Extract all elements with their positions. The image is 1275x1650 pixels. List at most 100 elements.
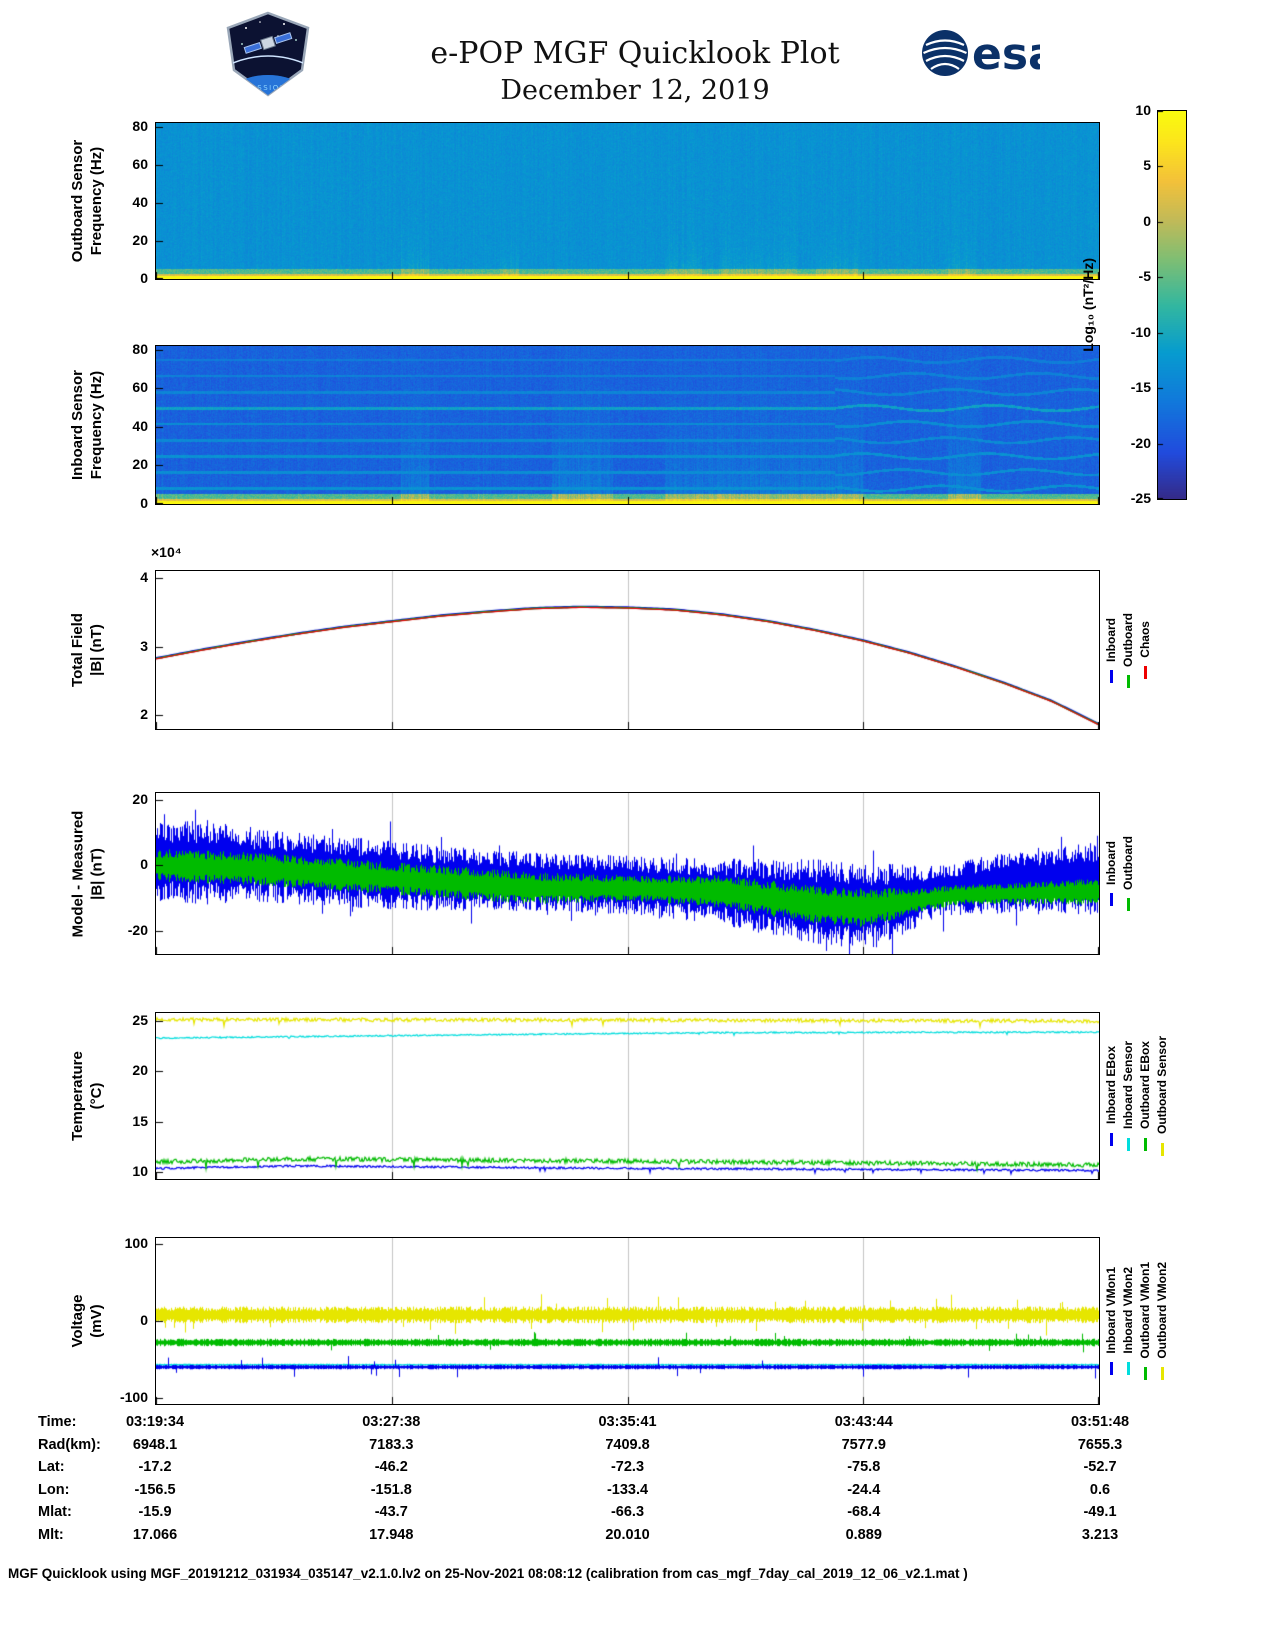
y-tick-label: 80 bbox=[132, 340, 148, 357]
ephemeris-value: 03:51:48 bbox=[1070, 1414, 1130, 1430]
y-tick-label: 100 bbox=[124, 1235, 148, 1252]
ephemeris-value: -151.8 bbox=[370, 1481, 412, 1498]
colorbar-tick-label: -10 bbox=[1130, 323, 1151, 340]
ephemeris-value: -75.8 bbox=[847, 1459, 881, 1475]
y-axis-label-temperature: Temperature (°C) bbox=[69, 1051, 105, 1141]
ephemeris-value: 20.010 bbox=[605, 1526, 650, 1543]
ephemeris-value: -17.2 bbox=[138, 1459, 172, 1475]
y-tick-label: 80 bbox=[132, 117, 148, 134]
legend-entry-label: Inboard EBox bbox=[1104, 1046, 1118, 1125]
legend-entry: Outboard Sensor bbox=[1155, 1012, 1169, 1180]
ephemeris-value: 7655.3 bbox=[1077, 1436, 1123, 1453]
outboard-spectrogram-canvas bbox=[156, 123, 1099, 279]
y-tick-label: 25 bbox=[132, 1012, 148, 1029]
colorbar-tick-label: -25 bbox=[1130, 490, 1151, 506]
ephemeris-value: 03:19:34 bbox=[125, 1414, 185, 1430]
ephemeris-value: 0.6 bbox=[1089, 1481, 1111, 1498]
legend-color-sample bbox=[1143, 665, 1147, 679]
temperature-panel bbox=[155, 1012, 1100, 1180]
ephemeris-value: -72.3 bbox=[610, 1459, 645, 1475]
colorbar-tick-label: 10 bbox=[1135, 102, 1151, 118]
ephemeris-value: 7577.9 bbox=[841, 1436, 886, 1453]
legend-voltage: Inboard VMon1 Inboard VMon2 Outboard VMon1… bbox=[1104, 1237, 1169, 1405]
ephemeris-row-label: Lon: bbox=[38, 1481, 70, 1498]
legend-color-sample bbox=[1126, 1137, 1130, 1151]
legend-entry: Outboard VMon2 bbox=[1155, 1237, 1169, 1405]
badge-text: CASSIOPE bbox=[245, 84, 292, 92]
legend-model-minus-measured: Inboard Outboard bbox=[1104, 792, 1135, 955]
legend-entry: Inboard Sensor bbox=[1121, 1012, 1135, 1180]
legend-entry-label: Chaos bbox=[1138, 621, 1152, 658]
total-field-canvas bbox=[156, 571, 1099, 729]
legend-entry: Inboard bbox=[1104, 570, 1118, 730]
inboard-spectrogram-panel bbox=[155, 345, 1100, 505]
badge-satellite-icon bbox=[243, 32, 293, 54]
legend-entry: Chaos bbox=[1138, 570, 1152, 730]
ephemeris-value: -15.9 bbox=[138, 1504, 172, 1520]
plot-date: December 12, 2019 bbox=[500, 75, 770, 106]
y-tick-label: 0 bbox=[140, 270, 148, 286]
legend-entry-label: Outboard bbox=[1121, 836, 1135, 890]
ephemeris-value: 03:27:38 bbox=[362, 1414, 421, 1430]
ephemeris-value: -133.4 bbox=[606, 1481, 649, 1498]
ephemeris-row-label: Mlat: bbox=[38, 1504, 72, 1520]
y-tick-label: -20 bbox=[127, 922, 148, 938]
legend-entry: Outboard bbox=[1121, 570, 1135, 730]
ephemeris-value: 03:43:44 bbox=[834, 1414, 893, 1430]
legend-entry: Inboard VMon1 bbox=[1104, 1237, 1118, 1405]
ephemeris-value: -46.2 bbox=[374, 1459, 408, 1475]
ephemeris-value: 7409.8 bbox=[605, 1436, 650, 1453]
legend-total-field: Inboard Outboard Chaos bbox=[1104, 570, 1152, 730]
colorbar bbox=[1157, 110, 1187, 500]
y-tick-label: 2 bbox=[140, 706, 148, 723]
ephemeris-table: Time: 03:19:34 03:27:38 03:35:41 03:43:44 03:… bbox=[0, 1414, 1275, 1560]
colorbar-label: Log₁₀ (nT²/Hz) bbox=[1080, 258, 1096, 352]
legend-color-sample bbox=[1109, 1132, 1113, 1146]
legend-color-sample bbox=[1143, 1366, 1147, 1380]
footer-note: MGF Quicklook using MGF_20191212_031934_… bbox=[8, 1566, 968, 1581]
legend-entry: Outboard VMon1 bbox=[1138, 1237, 1152, 1405]
y-tick-label: 10 bbox=[132, 1162, 148, 1179]
y-tick-label: 20 bbox=[132, 231, 148, 248]
legend-entry: Inboard bbox=[1104, 792, 1118, 955]
esa-wordmark: esa bbox=[972, 29, 1040, 80]
legend-entry-label: Inboard VMon2 bbox=[1121, 1267, 1135, 1354]
cassiope-mission-logo: CASSIOPE bbox=[226, 11, 310, 97]
legend-entry: Outboard EBox bbox=[1138, 1012, 1152, 1180]
ephemeris-value: 3.213 bbox=[1081, 1526, 1119, 1543]
legend-entry: Inboard EBox bbox=[1104, 1012, 1118, 1180]
ephemeris-value: 7183.3 bbox=[369, 1436, 414, 1453]
ephemeris-value: 03:35:41 bbox=[598, 1414, 657, 1430]
y-tick-label: 60 bbox=[132, 155, 148, 172]
y-tick-label: 20 bbox=[132, 1062, 148, 1079]
ephemeris-value: -49.1 bbox=[1083, 1504, 1117, 1520]
ephemeris-value: 17.066 bbox=[132, 1526, 178, 1543]
legend-color-sample bbox=[1160, 1142, 1164, 1156]
legend-color-sample bbox=[1109, 893, 1113, 906]
temperature-canvas bbox=[156, 1013, 1099, 1179]
legend-color-sample bbox=[1126, 898, 1130, 911]
plot-title: e-POP MGF Quicklook Plot bbox=[430, 36, 840, 71]
colorbar-canvas bbox=[1158, 111, 1186, 499]
legend-entry-label: Outboard bbox=[1121, 612, 1135, 667]
y-tick-label: 0 bbox=[140, 495, 148, 511]
ephemeris-row-label: Lat: bbox=[38, 1459, 65, 1475]
y-tick-label: 20 bbox=[132, 790, 148, 807]
colorbar-tick-label: -20 bbox=[1130, 434, 1151, 451]
y-tick-label: 0 bbox=[140, 1312, 148, 1328]
legend-entry-label: Outboard VMon1 bbox=[1138, 1262, 1152, 1359]
legend-entry-label: Outboard Sensor bbox=[1155, 1036, 1169, 1135]
ephemeris-value: -43.7 bbox=[374, 1504, 408, 1520]
ephemeris-row-label: Rad(km): bbox=[38, 1436, 101, 1453]
y-tick-label: 0 bbox=[140, 856, 148, 873]
ephemeris-value: -66.3 bbox=[610, 1504, 645, 1520]
y-tick-label: 20 bbox=[132, 456, 148, 473]
ephemeris-value: -156.5 bbox=[134, 1481, 176, 1498]
legend-color-sample bbox=[1126, 674, 1130, 688]
y-tick-label: 4 bbox=[140, 568, 148, 585]
legend-color-sample bbox=[1143, 1137, 1147, 1151]
y-tick-label: 40 bbox=[132, 193, 148, 210]
legend-entry-label: Outboard EBox bbox=[1138, 1041, 1152, 1130]
ephemeris-value: 17.948 bbox=[369, 1526, 414, 1543]
